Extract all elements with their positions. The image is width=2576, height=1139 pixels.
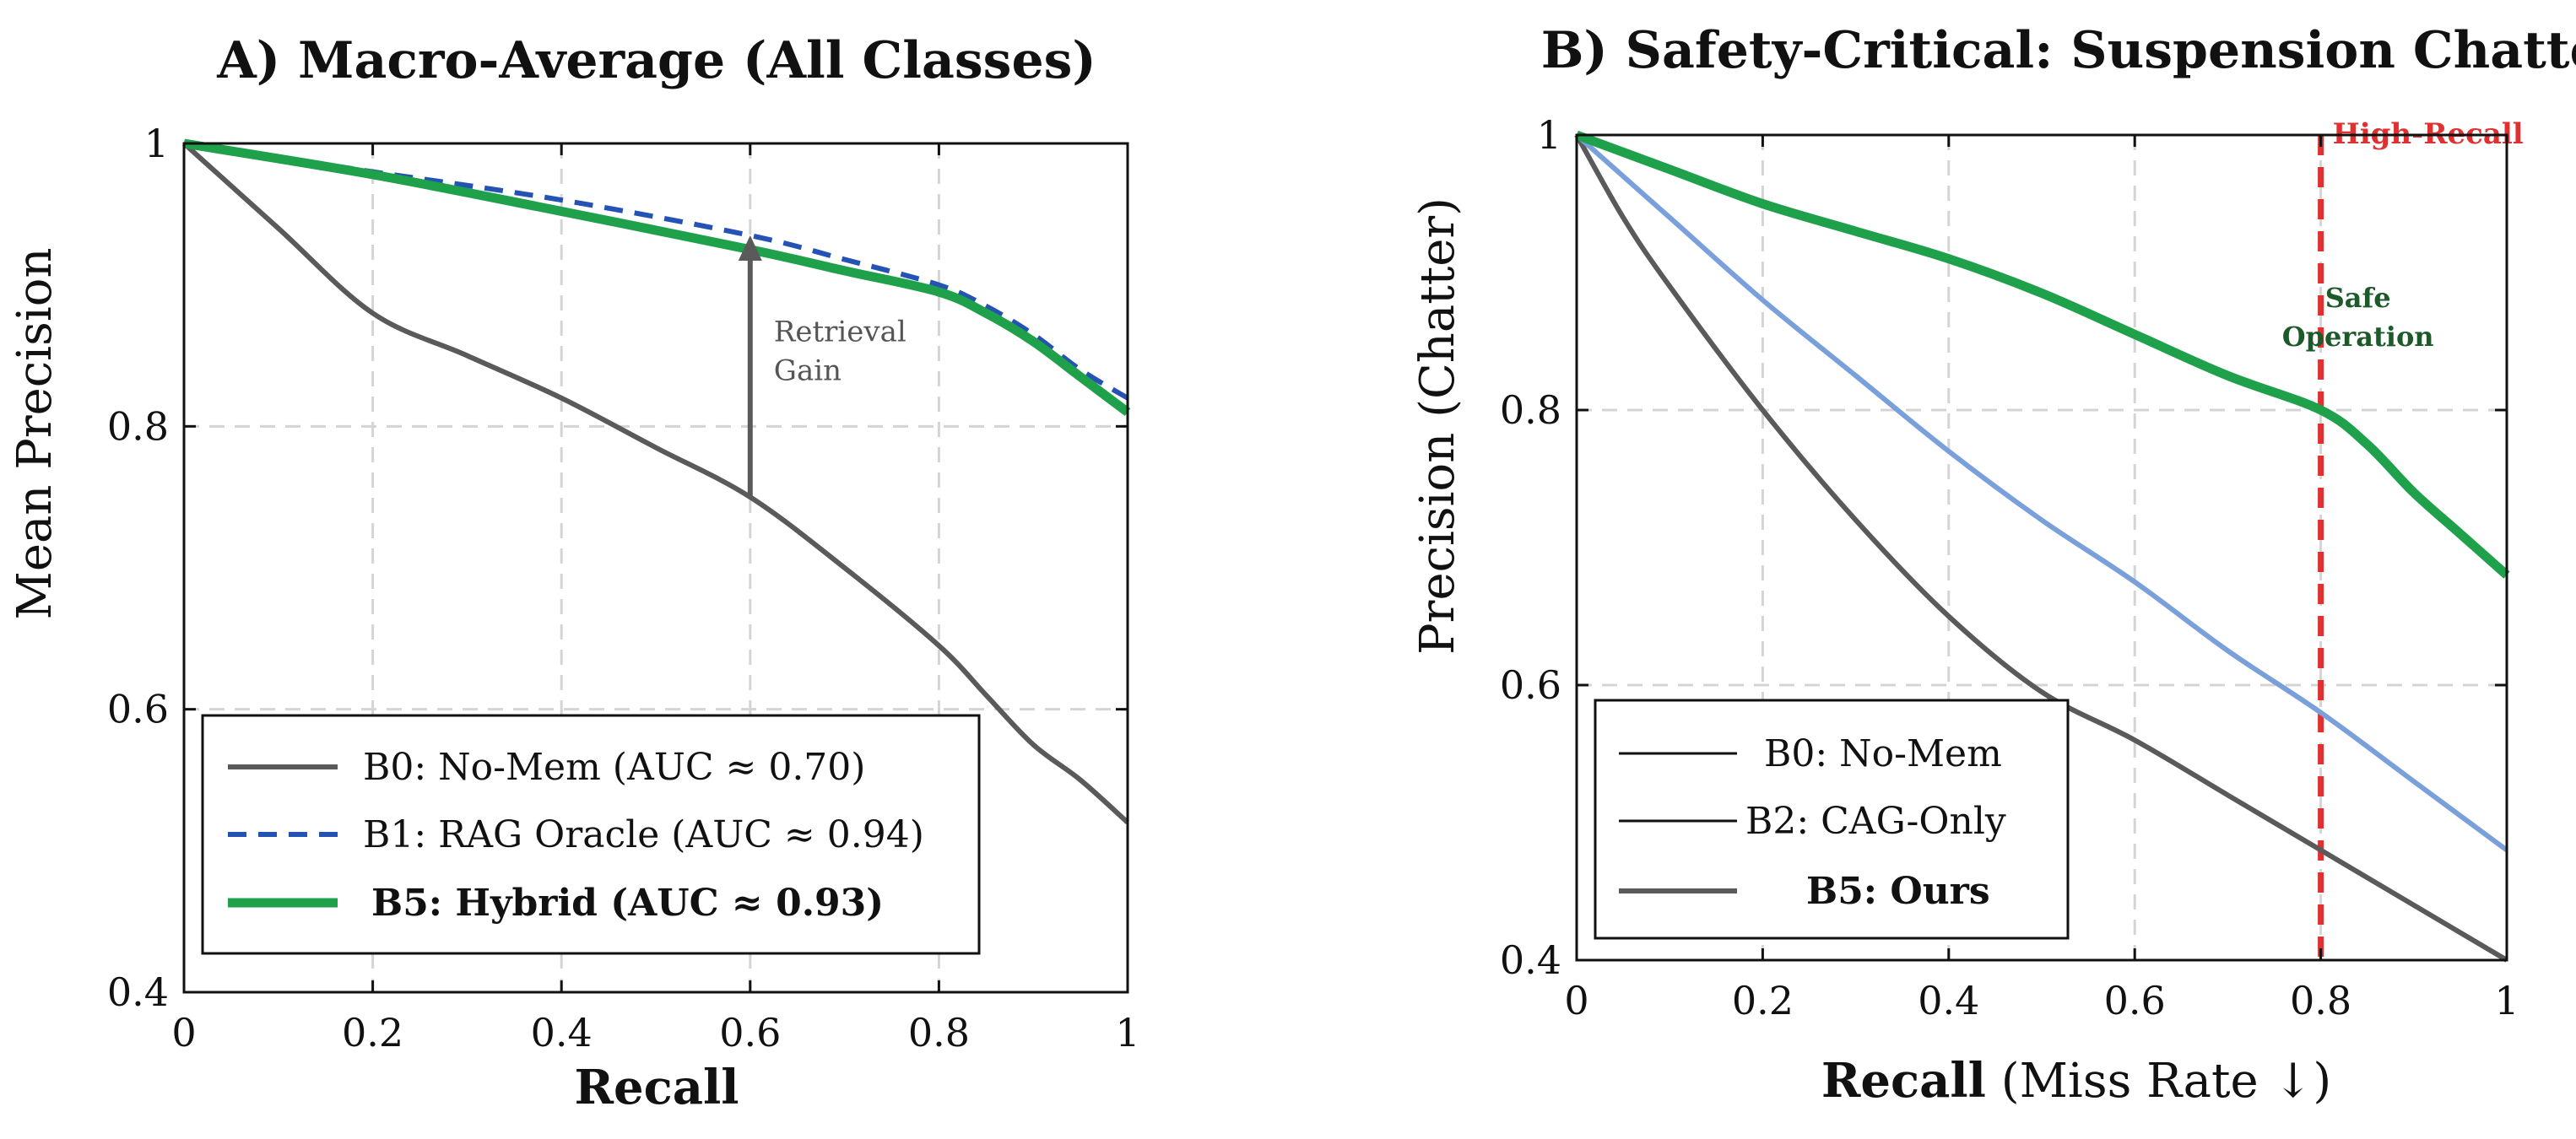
- y-tick-label: 1: [1537, 112, 1561, 158]
- chart-a-y-axis-label: Mean Precision: [8, 247, 62, 619]
- x-tick-label: 0.6: [719, 1010, 781, 1055]
- y-tick-label: 0.6: [107, 687, 169, 732]
- x-tick-label: 0.8: [2290, 978, 2351, 1023]
- legend-b0-label: B0: No-Mem (AUC ≈ 0.70): [363, 746, 865, 789]
- legend-b5-label: B5: Hybrid (AUC ≈ 0.93): [371, 882, 884, 925]
- y-tick-label: 0.6: [1500, 662, 1561, 708]
- series-line-2: [183, 138, 1131, 416]
- legend-b5-ours-label: B5: Ours: [1806, 870, 1990, 913]
- chart-macro-average: A) Macro-Average (All Classes) Retrieval…: [8, 31, 1140, 1115]
- x-tick-label: 1: [1115, 1010, 1139, 1055]
- y-tick-label: 0.4: [107, 969, 169, 1015]
- chart-b-x-axis-label-main: Recall: [1821, 1053, 1986, 1109]
- chart-a-legend: B0: No-Mem (AUC ≈ 0.70) B1: RAG Oracle (…: [201, 714, 981, 955]
- legend-b1-label: B1: RAG Oracle (AUC ≈ 0.94): [363, 813, 924, 856]
- chart-b-series: [1574, 130, 2510, 963]
- chart-b-x-axis-label: Recall (Miss Rate ↓): [1821, 1053, 2331, 1109]
- chart-b-title: B) Safety-Critical: Suspension Chatter: [1541, 21, 2576, 80]
- retrieval-gain-label-line2: Gain: [774, 354, 842, 388]
- series-line-2: [1575, 130, 2510, 579]
- x-tick-label: 1: [2494, 978, 2519, 1023]
- retrieval-gain-label-line1: Retrieval: [774, 316, 906, 349]
- chart-b-y-axis-label: Precision (Chatter): [1410, 197, 1465, 655]
- y-tick-label: 0.8: [1500, 387, 1561, 433]
- x-tick-label: 0.6: [2104, 978, 2166, 1023]
- chart-a-title: A) Macro-Average (All Classes): [216, 31, 1096, 90]
- legend-b0-nomem-label: B0: No-Mem: [1764, 732, 2002, 775]
- series-line-0: [181, 141, 1130, 825]
- chart-b-legend: B0: No-Mem B2: CAG-Only B5: Ours: [1594, 699, 2070, 940]
- y-tick-label: 1: [144, 121, 169, 166]
- chart-a-annotation: Retrieval Gain: [738, 235, 906, 498]
- series-line-1: [1575, 132, 2508, 853]
- retrieval-gain-arrowhead: [738, 235, 762, 261]
- chart-a-series: [181, 138, 1131, 825]
- x-tick-label: 0.2: [1732, 978, 1794, 1023]
- safe-operation-label-line1: Safe: [2325, 282, 2391, 314]
- chart-b-x-axis-label-suffix: (Miss Rate ↓): [1986, 1054, 2331, 1109]
- x-tick-label: 0.2: [342, 1010, 403, 1055]
- safe-operation-label-line2: Operation: [2282, 321, 2434, 353]
- chart-a-plot-frame: [182, 142, 1129, 994]
- x-tick-label: 0: [1564, 978, 1588, 1023]
- y-tick-label: 0.4: [1500, 937, 1561, 983]
- x-tick-label: 0.4: [1918, 978, 1979, 1023]
- x-tick-label: 0.8: [908, 1010, 970, 1055]
- chart-a-x-axis-label: Recall: [574, 1060, 739, 1115]
- legend-b2-label: B2: CAG-Only: [1745, 800, 2006, 843]
- chart-safety-critical: B) Safety-Critical: Suspension Chatter H…: [1410, 21, 2576, 1109]
- chart-b-plot-frame: [1575, 133, 2508, 962]
- chart-a-ticks: 0 0.2 0.4 0.6 0.8 1 0.4 0.6 0.8 1: [107, 121, 1140, 1055]
- x-tick-label: 0.4: [531, 1010, 593, 1055]
- y-tick-label: 0.8: [107, 403, 169, 449]
- x-tick-label: 0: [171, 1010, 196, 1055]
- chart-b-ticks: 0 0.2 0.4 0.6 0.8 1 0.4 0.6 0.8 1: [1500, 112, 2519, 1023]
- chart-b-legend-box: [1594, 699, 2070, 940]
- series-line-0: [1574, 133, 2508, 963]
